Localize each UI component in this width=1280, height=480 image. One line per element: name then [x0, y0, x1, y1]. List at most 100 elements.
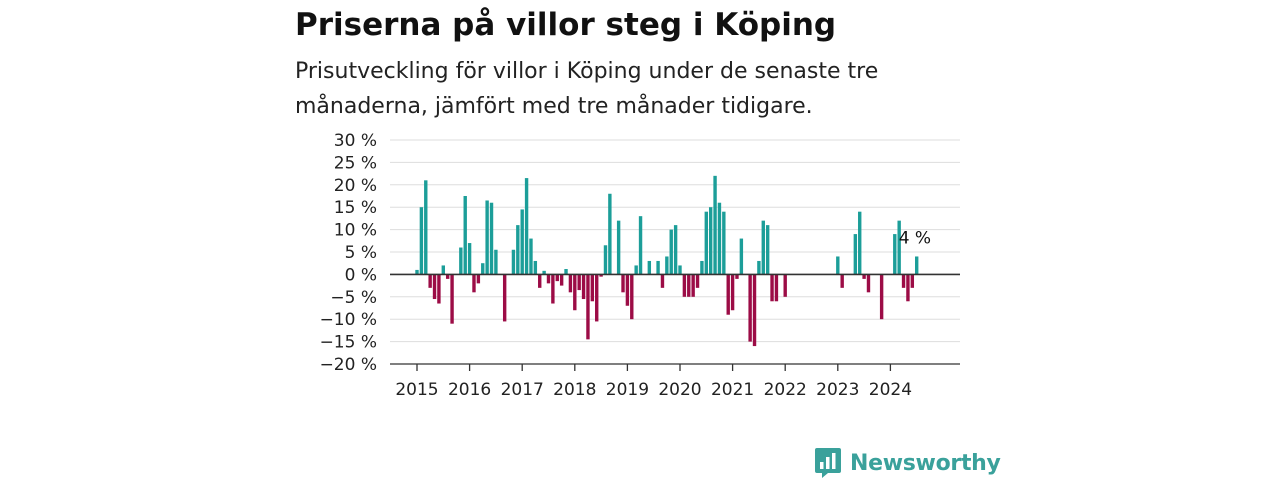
chart-subtitle: Prisutveckling för villor i Köping under… — [295, 59, 879, 119]
x-tick-label: 2015 — [395, 380, 438, 400]
bar — [555, 274, 559, 282]
x-tick-label: 2020 — [658, 380, 701, 400]
bar — [494, 249, 498, 275]
x-tick-label: 2022 — [764, 380, 807, 400]
bar — [660, 274, 665, 288]
bar — [616, 220, 621, 275]
bar — [739, 238, 744, 275]
bar — [542, 270, 546, 275]
bar — [459, 247, 463, 275]
y-tick-label: 5 % — [345, 243, 377, 263]
bar — [910, 274, 915, 288]
bar — [450, 274, 454, 324]
bar — [783, 274, 787, 297]
bar — [634, 265, 638, 275]
bar — [533, 260, 538, 275]
brand: Newsworthy — [814, 446, 1001, 480]
x-tick-label: 2024 — [869, 380, 912, 400]
bar — [524, 178, 529, 275]
x-tick-label: 2019 — [606, 380, 649, 400]
bar — [419, 207, 424, 275]
bar — [735, 274, 739, 279]
bar — [441, 265, 445, 275]
bar — [581, 274, 586, 300]
bar — [665, 256, 669, 275]
bar — [757, 260, 761, 275]
bar — [638, 216, 643, 275]
x-tick-label: 2016 — [448, 380, 491, 400]
bar — [726, 274, 730, 315]
y-tick-label: 15 % — [334, 198, 377, 218]
bar — [687, 274, 691, 297]
bar — [678, 265, 682, 275]
bar — [774, 274, 779, 302]
y-tick-label: −5 % — [330, 288, 377, 308]
bar — [551, 274, 555, 304]
bar — [476, 274, 481, 284]
newsworthy-logo-icon — [815, 448, 841, 478]
x-tick-label: 2017 — [501, 380, 544, 400]
bar — [520, 209, 524, 275]
bar — [765, 225, 770, 275]
bar — [836, 256, 840, 275]
x-tick-label: 2018 — [553, 380, 596, 400]
bar — [866, 274, 871, 293]
bar — [573, 274, 577, 311]
y-axis-tick-labels: −20 %−15 % −10 %−5 % 0 %5 %10 % 15 %20 % 25 … — [320, 131, 377, 375]
bar — [901, 274, 906, 288]
bar — [568, 274, 573, 293]
bar — [704, 211, 708, 275]
bar — [748, 274, 752, 342]
bar — [445, 274, 450, 279]
bar — [559, 274, 564, 286]
bar — [897, 220, 901, 275]
bar — [432, 274, 437, 300]
bar — [879, 274, 884, 320]
bar — [424, 180, 428, 275]
bar — [700, 260, 704, 275]
bar — [770, 274, 774, 302]
bar — [502, 274, 507, 322]
bar — [590, 274, 595, 302]
x-tick-label: 2023 — [816, 380, 859, 400]
bar — [564, 269, 568, 275]
bar — [695, 274, 700, 288]
bar — [467, 243, 472, 275]
bar — [722, 211, 726, 275]
last-value-annotation: 4 % — [899, 228, 931, 248]
bar — [915, 256, 919, 275]
bar — [669, 229, 673, 275]
brand-name: Newsworthy — [850, 450, 1001, 476]
bar — [630, 274, 634, 320]
bar — [577, 274, 581, 291]
bar — [708, 207, 713, 275]
bar — [538, 274, 542, 288]
y-tick-label: 20 % — [334, 176, 377, 196]
bar — [625, 274, 630, 306]
y-tick-label: −20 % — [320, 355, 377, 375]
bar — [546, 274, 551, 284]
bar — [853, 234, 858, 275]
bar — [717, 202, 722, 275]
bar — [516, 225, 520, 275]
x-tick-label: 2021 — [711, 380, 754, 400]
bar — [511, 249, 516, 275]
bar — [752, 274, 757, 347]
bar — [673, 225, 678, 275]
y-tick-label: 25 % — [334, 153, 377, 173]
bar — [656, 260, 660, 275]
bar — [415, 269, 419, 275]
bar — [489, 202, 494, 275]
bar — [481, 263, 485, 275]
bars — [415, 175, 919, 347]
y-tick-label: 0 % — [345, 265, 377, 285]
bar — [713, 175, 717, 275]
annotations: 4 % — [899, 228, 931, 248]
bar — [472, 274, 476, 293]
bar — [862, 274, 866, 279]
bar — [682, 274, 687, 297]
y-tick-label: 10 % — [334, 221, 377, 241]
bar — [621, 274, 625, 293]
x-axis-tick-labels: 2015 2016 2017 2018 2019 2020 2021 2022 2023 2024 — [395, 364, 912, 400]
